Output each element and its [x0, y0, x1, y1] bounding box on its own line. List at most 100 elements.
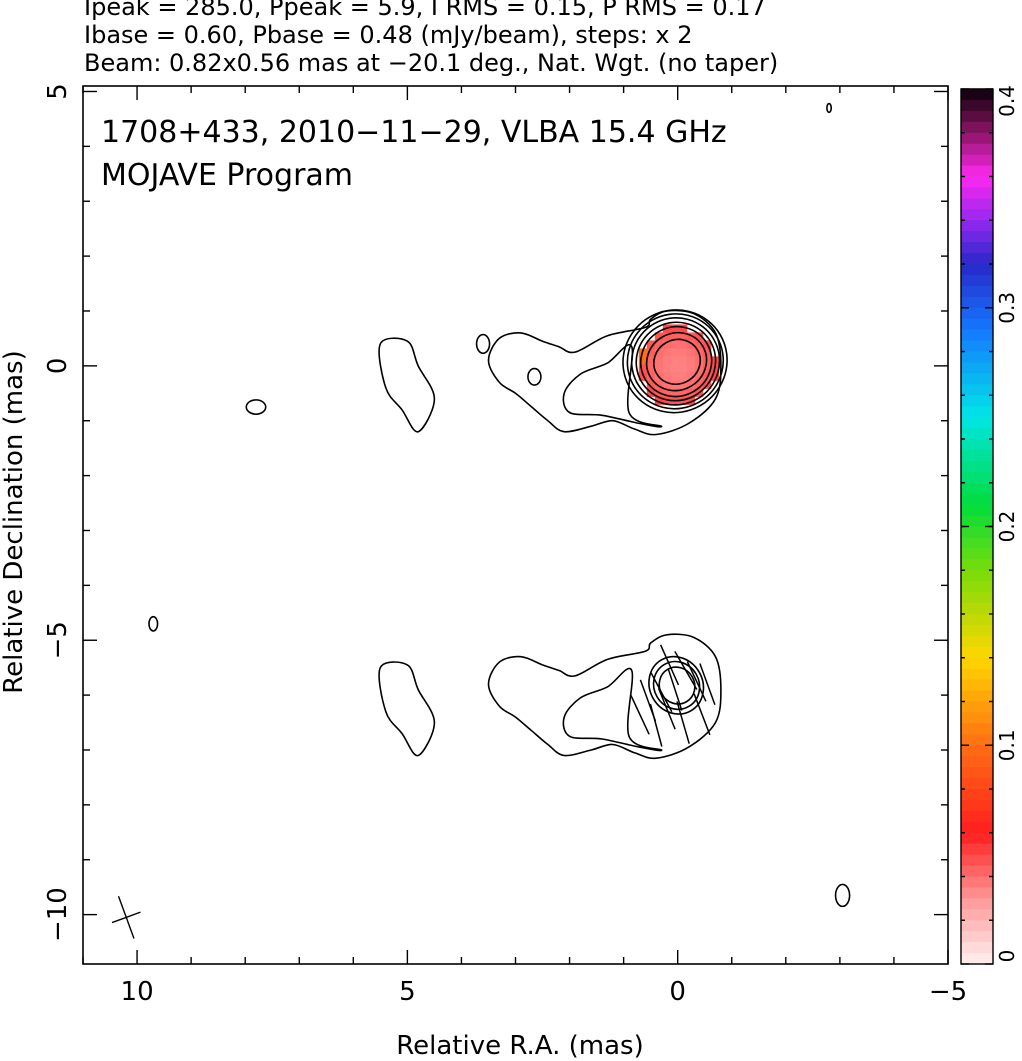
colorbar-step — [961, 219, 993, 232]
colorbar-step — [961, 132, 993, 144]
colorbar-step — [961, 799, 993, 811]
colorbar-step — [961, 164, 993, 177]
colorbar-step — [961, 186, 993, 199]
colorbar-step — [961, 88, 993, 100]
noise-contour — [245, 399, 267, 415]
colorbar-step — [961, 438, 993, 450]
colorbar-tick-label: 0 — [995, 950, 1019, 963]
polarization-pixel — [678, 324, 688, 333]
colorbar-step — [961, 941, 993, 954]
polarization-pixel — [678, 340, 688, 349]
colorbar-step — [961, 361, 993, 374]
core-contour — [645, 331, 708, 392]
polarization-pixel — [654, 380, 664, 389]
x-axis-title: Relative R.A. (mas) — [396, 1031, 643, 1061]
evpa-vector — [650, 672, 673, 713]
polarization-pixel — [702, 348, 712, 357]
polarization-pixel — [662, 380, 672, 389]
polarization-pixel — [678, 380, 688, 389]
jet-contour — [562, 667, 663, 752]
polarization-pixel — [670, 348, 680, 357]
polarization-pixel — [686, 380, 696, 389]
polarization-pixel — [638, 356, 648, 365]
colorbar-step — [961, 460, 993, 472]
colorbar-step — [961, 919, 993, 932]
polarization-pixel — [678, 372, 688, 381]
colorbar-step — [961, 350, 993, 363]
colorbar-step — [961, 569, 993, 582]
colorbar-tick-label: 0.1 — [995, 729, 1019, 761]
polarization-pixel — [654, 340, 664, 349]
header-stats-line-1: Ipeak = 285.0, Ppeak = 5.9, I RMS = 0.15… — [84, 0, 766, 21]
polarization-pixel — [694, 380, 704, 389]
colorbar-step — [961, 154, 993, 166]
colorbar-step — [961, 383, 993, 396]
polarization-pixel — [662, 332, 672, 341]
colorbar-step — [961, 635, 993, 647]
polarization-pixel — [678, 356, 688, 365]
colorbar-step — [961, 285, 993, 297]
colorbar-step — [961, 197, 993, 210]
colorbar-step — [961, 449, 993, 461]
colorbar-step — [961, 296, 993, 308]
colorbar-step — [961, 263, 993, 275]
evpa-vector — [676, 701, 690, 744]
polarization-pixel — [646, 348, 656, 357]
colorbar-step — [961, 121, 993, 133]
evpa-vector — [693, 693, 711, 736]
core-contour — [622, 309, 728, 414]
colorbar-step — [961, 908, 993, 921]
colorbar-step — [961, 864, 993, 877]
noise-contour — [826, 102, 833, 114]
colorbar-step — [961, 547, 993, 560]
jet-contour — [562, 344, 663, 428]
colorbar-step — [961, 394, 993, 407]
plot-frame — [82, 85, 949, 965]
polarization-pixel — [670, 372, 680, 381]
evpa-vector — [699, 663, 716, 706]
evpa-vector — [667, 668, 683, 711]
polarization-pixel — [670, 388, 680, 397]
colorbar-step — [961, 744, 993, 757]
colorbar-step — [961, 230, 993, 243]
colorbar-step — [961, 821, 993, 833]
colorbar-step — [961, 372, 993, 385]
polarization-pixel — [694, 340, 704, 349]
polarization-pixel — [686, 356, 696, 365]
colorbar-step — [961, 930, 993, 943]
colorbar-step — [961, 339, 993, 352]
polarization-pixel — [646, 340, 656, 349]
y-tick-label: 5 — [43, 83, 73, 100]
y-tick-label: −10 — [43, 887, 73, 942]
polarization-pixel — [686, 364, 696, 373]
polarization-pixel — [638, 364, 648, 373]
colorbar-step — [961, 514, 993, 527]
polarization-pixel — [670, 332, 680, 341]
colorbar-step — [961, 679, 993, 691]
polarization-pixel — [662, 356, 672, 365]
polarization-pixel — [694, 372, 704, 381]
colorbar-step — [961, 733, 993, 746]
colorbar-step — [961, 580, 993, 593]
polarization-pixel — [662, 348, 672, 357]
core-contour — [648, 655, 705, 715]
x-tick-label: 0 — [669, 977, 686, 1007]
polarization-pixel — [702, 364, 712, 373]
colorbar-tick-label: 0.2 — [995, 511, 1019, 543]
polarization-pixel — [678, 332, 688, 341]
colorbar-step — [961, 405, 993, 418]
header-beam-line: Beam: 0.82x0.56 mas at −20.1 deg., Nat. … — [84, 49, 779, 77]
noise-contour — [475, 333, 491, 355]
knot-contour — [378, 337, 436, 433]
core-contour — [630, 317, 721, 406]
polarization-pixel — [670, 340, 680, 349]
evpa-vector — [629, 694, 650, 735]
polarization-pixel — [686, 396, 696, 405]
colorbar-step — [961, 504, 993, 516]
y-tick-label: −5 — [43, 621, 73, 659]
noise-contour — [527, 367, 542, 386]
polarization-pixel — [670, 356, 680, 365]
polarization-pixel — [710, 372, 720, 381]
x-tick-label: 10 — [121, 977, 154, 1007]
